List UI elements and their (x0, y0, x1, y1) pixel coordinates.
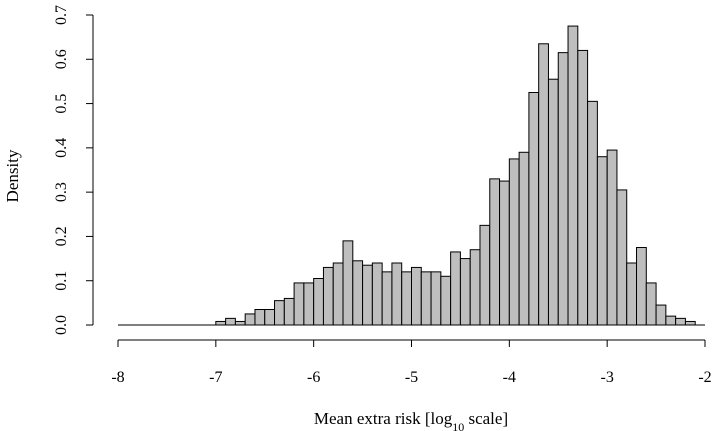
histogram-bar (293, 282, 305, 326)
histogram-bar (636, 247, 647, 326)
histogram-bar (332, 262, 344, 326)
histogram-bar (577, 49, 589, 326)
histogram-bar (362, 264, 373, 326)
histogram-bar (313, 278, 324, 326)
histogram-bar (244, 313, 256, 326)
histogram-bar (234, 320, 246, 326)
histogram-bar (479, 224, 491, 326)
y-tick-label: 0.0 (53, 315, 70, 335)
histogram-bar (518, 151, 530, 326)
histogram-bars (215, 25, 696, 326)
y-tick-label: 0.5 (53, 94, 70, 114)
histogram-bar (596, 156, 608, 326)
y-tick-label: 0.7 (53, 5, 70, 25)
histogram-bar (411, 266, 422, 326)
histogram-bar (225, 317, 236, 326)
x-tick-label: -7 (209, 369, 222, 386)
x-tick-label: -5 (405, 369, 418, 386)
y-tick-label: 0.3 (53, 182, 70, 202)
histogram-bar (538, 43, 549, 326)
histogram-bar (352, 260, 364, 326)
histogram-bar (567, 25, 579, 326)
x-axis-label: Mean extra risk [log10 scale] (314, 409, 508, 431)
histogram-bar (274, 300, 285, 326)
histogram-bar (450, 251, 461, 326)
x-tick-label: -3 (601, 369, 614, 386)
x-tick-label: -6 (307, 369, 320, 386)
x-axis-label-subscript: 10 (452, 420, 464, 431)
x-tick-label: -4 (503, 369, 516, 386)
histogram-bar (547, 78, 559, 326)
histogram-bar (626, 262, 638, 326)
histogram-bar (440, 275, 452, 326)
histogram-bar (606, 149, 618, 326)
x-axis: -8 -7 -6 -5 -4 -3 -2 (111, 339, 712, 386)
histogram-bar (254, 309, 266, 326)
histogram-bar (665, 315, 677, 326)
histogram-bar (675, 317, 686, 326)
y-tick-label: 0.1 (53, 271, 70, 291)
histogram-bar (557, 52, 569, 326)
histogram-bar (264, 309, 276, 326)
y-axis: 0.0 0.1 0.2 0.3 0.4 0.5 0.6 0.7 (53, 5, 94, 335)
histogram-bar (391, 262, 403, 326)
histogram-bar (381, 271, 393, 326)
histogram-bar (684, 320, 696, 326)
y-tick-label: 0.4 (53, 138, 70, 158)
histogram-bar (528, 92, 540, 326)
histogram-bar (322, 266, 334, 326)
histogram-bar (587, 100, 598, 326)
y-axis-label: Density (3, 149, 22, 202)
x-tick-label: -2 (698, 369, 711, 386)
y-tick-label: 0.6 (53, 49, 70, 69)
histogram-bar (401, 271, 413, 326)
histogram-bar (420, 271, 432, 326)
histogram-bar (489, 178, 501, 326)
histogram-bar (303, 282, 315, 326)
histogram-bar (459, 258, 471, 326)
histogram-bar (469, 249, 481, 326)
histogram-bar (655, 304, 667, 326)
histogram-bar (342, 240, 354, 326)
x-tick-label: -8 (111, 369, 124, 386)
histogram-bar (371, 262, 383, 326)
x-axis-label-tail: scale] (464, 409, 508, 428)
histogram-bar (499, 180, 510, 326)
histogram-bar (283, 297, 295, 326)
y-tick-label: 0.2 (53, 226, 70, 246)
histogram-bar (215, 320, 227, 326)
histogram-bar (616, 189, 628, 326)
histogram-bar (645, 282, 657, 326)
x-axis-label-main: Mean extra risk [log (314, 409, 453, 428)
histogram-bar (430, 271, 442, 326)
histogram-bar (508, 158, 520, 326)
